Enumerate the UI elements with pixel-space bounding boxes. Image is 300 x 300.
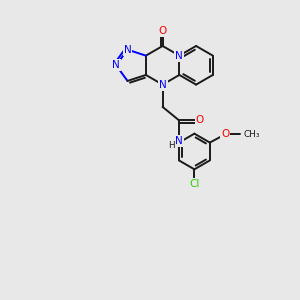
Text: O: O: [158, 26, 167, 36]
Text: N: N: [175, 136, 183, 146]
Text: N: N: [159, 80, 167, 90]
Text: N: N: [112, 60, 120, 70]
Text: N: N: [124, 45, 131, 55]
Text: N: N: [176, 51, 183, 61]
Text: CH₃: CH₃: [244, 130, 260, 139]
Text: O: O: [221, 129, 230, 139]
Text: Cl: Cl: [189, 179, 200, 189]
Text: O: O: [196, 115, 204, 125]
Text: H: H: [168, 141, 175, 150]
